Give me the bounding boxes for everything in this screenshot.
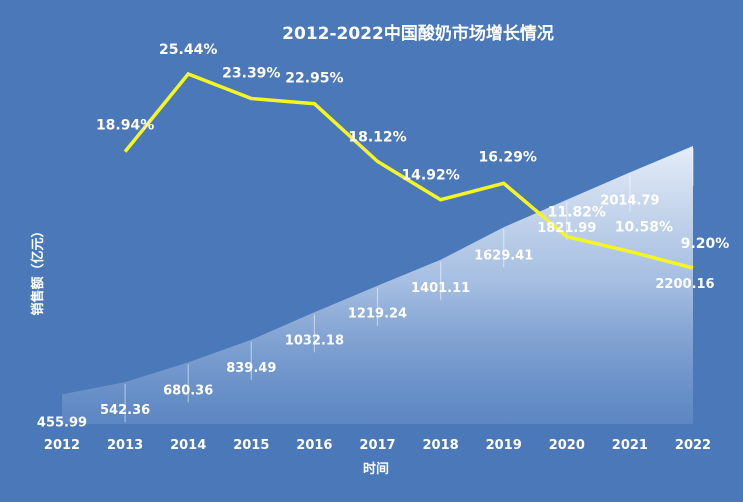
sales-value-label: 1821.99 bbox=[537, 221, 596, 236]
growth-line-layer bbox=[123, 71, 694, 270]
sales-value-label: 2014.79 bbox=[600, 193, 659, 208]
x-tick-label: 2016 bbox=[296, 438, 332, 453]
growth-pct-label: 14.92% bbox=[401, 168, 459, 184]
growth-pct-label: 10.58% bbox=[615, 220, 673, 236]
sales-value-label: 1219.24 bbox=[348, 307, 407, 322]
x-tick-label: 2012 bbox=[44, 438, 80, 453]
growth-line bbox=[123, 71, 694, 270]
x-tick-label: 2019 bbox=[486, 438, 522, 453]
growth-pct-label: 23.39% bbox=[222, 65, 280, 81]
sales-value-label: 1032.18 bbox=[285, 333, 344, 348]
sales-value-label: 1401.11 bbox=[411, 281, 470, 296]
growth-pct-label: 18.12% bbox=[348, 129, 406, 145]
data-label-layer: 18.94% 25.44% 23.39% 22.95% 18.12% 14.92% 16.2… bbox=[37, 42, 729, 430]
growth-pct-label: 22.95% bbox=[285, 71, 343, 87]
growth-pct-label: 25.44% bbox=[159, 42, 217, 58]
x-axis-title: 时间 bbox=[363, 461, 389, 477]
x-tick-label: 2020 bbox=[549, 438, 585, 453]
sales-value-label: 680.36 bbox=[163, 383, 213, 398]
growth-pct-label: 9.20% bbox=[681, 236, 730, 252]
x-tick-label: 2022 bbox=[675, 438, 711, 453]
sales-area-layer bbox=[62, 146, 694, 424]
x-tick-label: 2013 bbox=[107, 438, 143, 453]
sales-value-label: 839.49 bbox=[226, 361, 276, 376]
sales-value-label: 2200.16 bbox=[655, 277, 714, 292]
x-tick-label: 2018 bbox=[423, 438, 459, 453]
x-tick-label: 2017 bbox=[359, 438, 395, 453]
y-axis-title: 销售额（亿元） bbox=[30, 224, 46, 315]
sales-value-label: 455.99 bbox=[37, 415, 87, 430]
growth-pct-label: 16.29% bbox=[479, 149, 537, 165]
x-tick-layer: 2012 2013 2014 2015 2016 2017 2018 2019 2020 2021… bbox=[44, 438, 711, 453]
x-tick-label: 2021 bbox=[612, 438, 648, 453]
chart-title: 2012-2022中国酸奶市场增长情况 bbox=[282, 23, 554, 44]
x-tick-label: 2015 bbox=[233, 438, 269, 453]
sales-value-label: 1629.41 bbox=[474, 248, 533, 263]
sales-value-label: 542.36 bbox=[100, 403, 150, 418]
growth-pct-label: 18.94% bbox=[96, 118, 154, 134]
x-tick-label: 2014 bbox=[170, 438, 206, 453]
sales-area bbox=[62, 146, 693, 424]
growth-pct-label: 11.82% bbox=[548, 205, 606, 221]
